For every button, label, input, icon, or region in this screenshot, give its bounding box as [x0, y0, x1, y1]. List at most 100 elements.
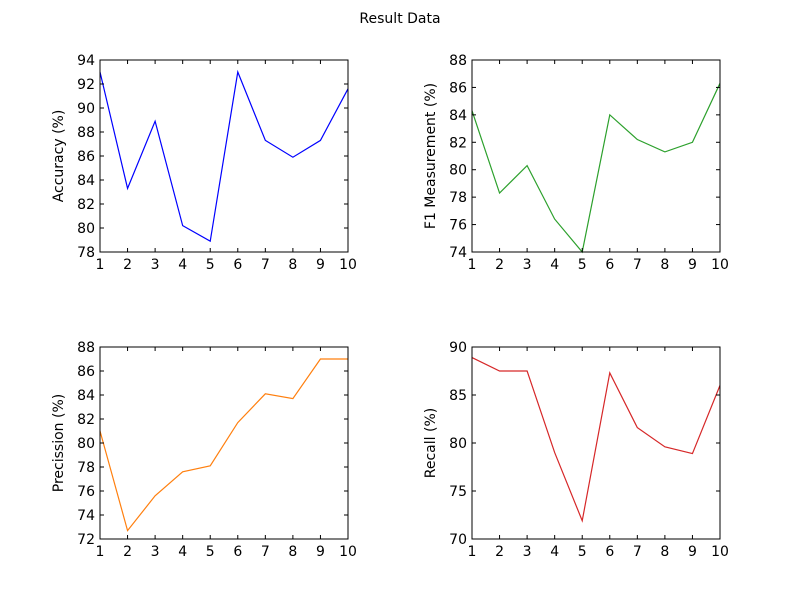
x-tick-label: 3 — [523, 544, 532, 560]
y-tick-label: 76 — [449, 218, 467, 234]
series-line-recall — [471, 357, 721, 523]
data-point-accuracy — [209, 240, 212, 243]
x-tick-label: 4 — [178, 257, 187, 273]
x-tick-label: 1 — [96, 544, 105, 560]
x-tick-label: 6 — [233, 257, 242, 273]
x-tick-label: 10 — [339, 544, 357, 560]
x-tick-label: 1 — [468, 544, 477, 560]
data-point-precision — [126, 529, 129, 532]
series-line-precision — [99, 358, 348, 532]
y-tick-label: 86 — [77, 149, 95, 165]
data-point-f1 — [691, 141, 694, 144]
y-tick-label: 78 — [449, 190, 467, 206]
data-point-precision — [154, 494, 157, 497]
subplot-recall: 1 2 3 4 5 6 7 8 9 10 70 75 80 85 90 Recall (%) — [423, 340, 729, 560]
x-tick-label: 7 — [261, 544, 270, 560]
figure-title: Result Data — [359, 11, 440, 27]
y-tick-label: 78 — [77, 460, 95, 476]
y-tick-label: 70 — [449, 532, 467, 548]
data-point-f1 — [608, 113, 611, 116]
x-tick-label: 8 — [288, 257, 297, 273]
y-tick-label: 84 — [449, 108, 467, 124]
y-tick-label: 84 — [77, 173, 95, 189]
x-tick-label: 8 — [660, 544, 669, 560]
x-tick-label: 5 — [206, 544, 215, 560]
y-tick-label: 94 — [77, 53, 95, 69]
x-tick-label: 5 — [578, 257, 587, 273]
y-tick-label: 88 — [449, 53, 467, 69]
x-tick-label: 3 — [151, 544, 160, 560]
x-tick-label: 8 — [288, 544, 297, 560]
x-tick-label: 2 — [495, 257, 504, 273]
data-point-accuracy — [126, 187, 129, 190]
y-tick-label: 82 — [77, 197, 95, 213]
x-tick-label: 10 — [711, 544, 729, 560]
y-tick-label: 76 — [77, 484, 95, 500]
y-tick-label: 86 — [449, 80, 467, 96]
data-point-recall — [608, 371, 611, 374]
x-tick-label: 1 — [468, 257, 477, 273]
data-point-precision — [181, 470, 184, 473]
data-point-recall — [526, 370, 529, 373]
x-tick-label: 4 — [178, 544, 187, 560]
x-tick-label: 5 — [578, 544, 587, 560]
data-point-recall — [581, 519, 584, 522]
data-point-precision — [319, 358, 322, 361]
y-axis-label-recall: Recall (%) — [423, 408, 439, 478]
y-axis-label-precision: Precission (%) — [51, 394, 67, 492]
x-tick-label: 5 — [206, 257, 215, 273]
axes-frame-f1 — [471, 59, 721, 253]
y-tick-label: 78 — [77, 245, 95, 261]
y-tick-label: 84 — [77, 388, 95, 404]
axes-frame-precision — [99, 346, 349, 540]
x-tick-label: 3 — [151, 257, 160, 273]
data-point-f1 — [636, 138, 639, 141]
y-axis-label-f1: F1 Measurement (%) — [423, 83, 439, 229]
y-tick-label: 72 — [77, 532, 95, 548]
data-point-recall — [691, 452, 694, 455]
y-tick-label: 80 — [449, 436, 467, 452]
data-point-accuracy — [181, 224, 184, 227]
x-tick-label: 4 — [550, 544, 559, 560]
x-tick-label: 6 — [605, 257, 614, 273]
x-tick-label: 1 — [96, 257, 105, 273]
x-tick-label: 2 — [495, 544, 504, 560]
y-tick-label: 88 — [77, 340, 95, 356]
y-tick-label: 92 — [77, 77, 95, 93]
data-point-precision — [291, 397, 294, 400]
y-tick-label: 88 — [77, 125, 95, 141]
axes-frame-recall — [471, 346, 721, 540]
data-point-recall — [498, 370, 501, 373]
x-tick-label: 3 — [523, 257, 532, 273]
x-tick-label: 8 — [660, 257, 669, 273]
series-line-f1 — [471, 83, 721, 254]
x-tick-label: 2 — [123, 544, 132, 560]
x-tick-label: 9 — [688, 257, 697, 273]
data-point-accuracy — [236, 71, 239, 74]
y-tick-label: 82 — [449, 135, 467, 151]
x-tick-label: 9 — [688, 544, 697, 560]
data-point-f1 — [553, 218, 556, 221]
y-tick-label: 90 — [449, 340, 467, 356]
data-point-accuracy — [319, 139, 322, 142]
x-tick-label: 9 — [316, 257, 325, 273]
y-tick-label: 80 — [77, 436, 95, 452]
x-tick-label: 2 — [123, 257, 132, 273]
y-tick-label: 74 — [77, 508, 95, 524]
data-point-f1 — [526, 164, 529, 167]
data-point-precision — [236, 421, 239, 424]
x-tick-label: 7 — [261, 257, 270, 273]
series-line-accuracy — [99, 69, 349, 243]
data-point-accuracy — [264, 139, 267, 142]
x-tick-label: 10 — [339, 257, 357, 273]
data-point-accuracy — [154, 120, 157, 123]
data-point-recall — [636, 426, 639, 429]
y-axis-label-accuracy: Accuracy (%) — [51, 110, 67, 203]
y-tick-label: 90 — [77, 101, 95, 117]
data-point-recall — [553, 451, 556, 454]
subplot-precision: 1 2 3 4 5 6 7 8 9 10727476788082848688Precission … — [51, 340, 357, 560]
